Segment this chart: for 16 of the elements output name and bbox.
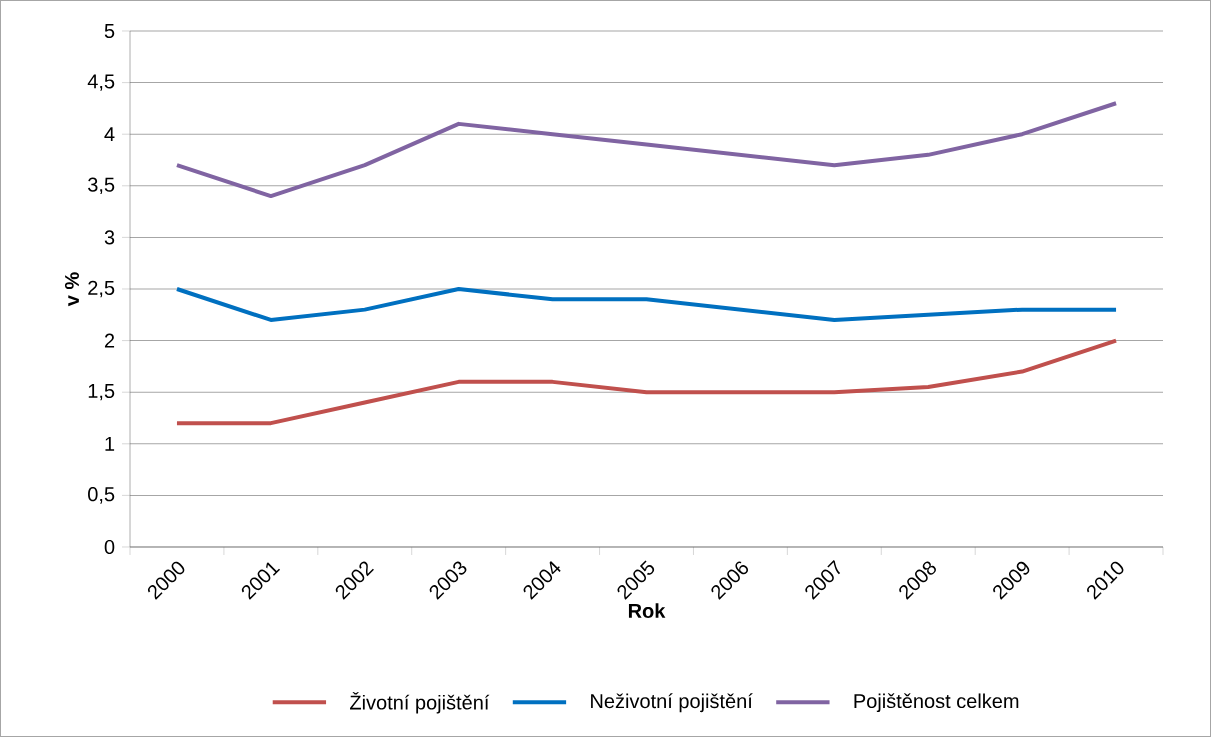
- y-tick-label: 3,5: [88, 177, 115, 195]
- y-tick-label: 2: [104, 333, 115, 348]
- y-tick-label: 1,5: [88, 384, 115, 401]
- y-tick-label: 2,5: [88, 280, 115, 298]
- legend-label: Neživotní pojištění: [591, 693, 753, 713]
- y-tick-label: 1: [105, 436, 115, 451]
- y-axis-title: v %: [64, 272, 79, 307]
- y-tick-label: 3: [104, 230, 115, 245]
- x-axis-title: Rok: [628, 603, 666, 618]
- legend-label: Životní pojištění: [350, 691, 490, 714]
- y-tick-label: 4,5: [87, 74, 115, 91]
- y-tick-label: 0: [104, 539, 115, 555]
- y-tick-label: 0,5: [88, 487, 115, 504]
- y-tick-label: 4: [104, 127, 115, 142]
- legend-label: Pojištěnost celkem: [854, 693, 1019, 713]
- y-tick-label: 5: [104, 24, 115, 38]
